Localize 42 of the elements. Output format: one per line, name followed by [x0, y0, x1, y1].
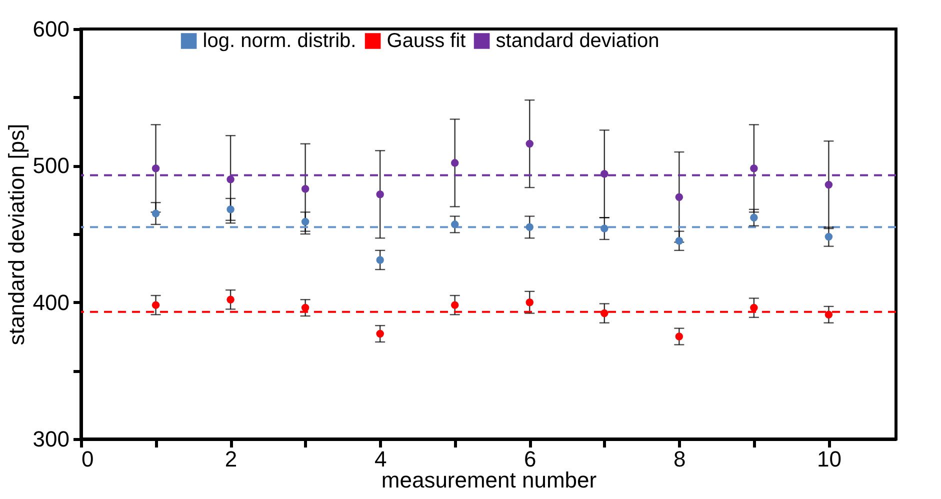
point — [824, 310, 833, 318]
point — [750, 214, 758, 222]
point — [301, 304, 310, 312]
point — [226, 175, 234, 184]
legend-label: log. norm. distrib. — [202, 30, 356, 52]
point — [675, 332, 684, 340]
point — [152, 301, 160, 309]
point — [526, 298, 534, 306]
x-tick-label: 2 — [224, 446, 238, 472]
point — [226, 206, 234, 214]
point — [376, 190, 384, 198]
y-tick-label: 500 — [32, 153, 70, 178]
point — [750, 164, 758, 172]
y-axis-title: standard deviation [ps] — [4, 124, 29, 346]
point — [750, 304, 758, 312]
point — [824, 180, 833, 189]
legend-label: standard deviation — [496, 30, 660, 52]
point — [152, 210, 160, 218]
x-tick-label: 0 — [82, 446, 94, 472]
point — [526, 223, 534, 232]
point — [600, 170, 608, 178]
point — [376, 330, 384, 338]
point — [600, 224, 608, 232]
point — [226, 296, 234, 304]
point — [301, 218, 310, 226]
point — [600, 309, 608, 318]
point — [152, 164, 160, 172]
x-tick-label: 8 — [674, 446, 686, 472]
point — [824, 232, 833, 241]
x-tick-label: 10 — [816, 446, 842, 472]
point — [376, 256, 384, 264]
point — [675, 236, 684, 245]
point — [450, 159, 459, 167]
point — [450, 301, 459, 309]
point — [526, 140, 534, 148]
legend-label: Gauss fit — [386, 30, 466, 52]
point — [675, 193, 684, 201]
y-tick-label: 300 — [32, 426, 70, 452]
point — [450, 220, 459, 228]
point — [301, 185, 310, 193]
y-tick-label: 600 — [32, 16, 70, 42]
y-tick-label: 400 — [32, 290, 70, 315]
